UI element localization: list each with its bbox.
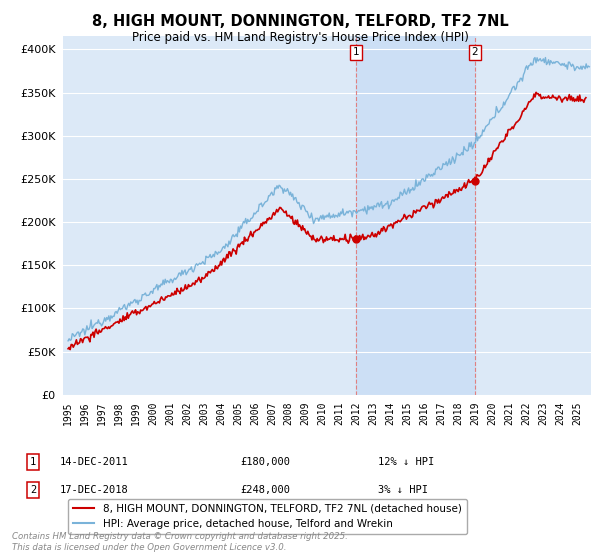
Text: 3% ↓ HPI: 3% ↓ HPI xyxy=(378,485,428,495)
Text: 12% ↓ HPI: 12% ↓ HPI xyxy=(378,457,434,467)
Text: 8, HIGH MOUNT, DONNINGTON, TELFORD, TF2 7NL: 8, HIGH MOUNT, DONNINGTON, TELFORD, TF2 … xyxy=(92,14,508,29)
Legend: 8, HIGH MOUNT, DONNINGTON, TELFORD, TF2 7NL (detached house), HPI: Average price: 8, HIGH MOUNT, DONNINGTON, TELFORD, TF2 … xyxy=(68,498,467,534)
Text: £248,000: £248,000 xyxy=(240,485,290,495)
Text: 2: 2 xyxy=(472,47,478,57)
Text: 17-DEC-2018: 17-DEC-2018 xyxy=(60,485,129,495)
Text: £180,000: £180,000 xyxy=(240,457,290,467)
Text: 1: 1 xyxy=(30,457,36,467)
Text: 2: 2 xyxy=(30,485,36,495)
Text: 14-DEC-2011: 14-DEC-2011 xyxy=(60,457,129,467)
Text: Contains HM Land Registry data © Crown copyright and database right 2025.
This d: Contains HM Land Registry data © Crown c… xyxy=(12,532,348,552)
Bar xyxy=(356,36,475,395)
Text: 1: 1 xyxy=(353,47,359,57)
Text: Price paid vs. HM Land Registry's House Price Index (HPI): Price paid vs. HM Land Registry's House … xyxy=(131,31,469,44)
